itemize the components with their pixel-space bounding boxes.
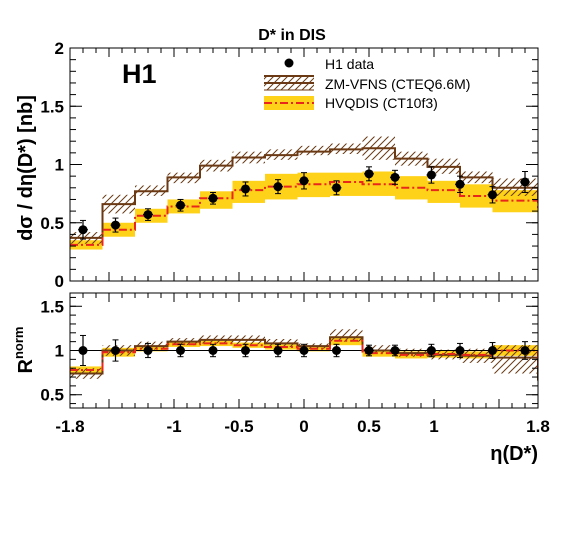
- top-y-tick-label-0: 0: [55, 272, 64, 291]
- ratio-y-tick-label-1: 1: [55, 342, 64, 361]
- h1-data-points-ratio: [78, 334, 530, 367]
- h1-point-ratio-5: [240, 343, 251, 358]
- legend-data-marker: [284, 58, 294, 68]
- h1-point-top-3: [175, 198, 186, 212]
- h1-point-ratio-3: [175, 343, 186, 358]
- hvqdis-band-top-bin-11: [427, 180, 460, 203]
- h1-point-ratio-13: [487, 342, 498, 359]
- ratio-y-label-main: R: [15, 358, 37, 373]
- h1-point-top-12: [455, 175, 465, 193]
- bottom-axes: 0.5 1 1.5 -1.8 -1 -0.5 0 0.5 1 1.8: [40, 293, 550, 436]
- h1-point-ratio-10: [390, 344, 400, 357]
- top-y-tick-label-1: 0.5: [40, 214, 64, 233]
- h1-point-top-7: [299, 172, 309, 190]
- h1-point-ratio-7: [299, 343, 309, 358]
- h1-point-ratio-11: [426, 343, 437, 358]
- top-y-axis-label: dσ / dη(D*) [nb]: [15, 95, 37, 241]
- h1-point-top-9: [364, 166, 374, 182]
- x-tick-label-0: -1.8: [55, 417, 84, 436]
- h1-point-top-13: [487, 186, 498, 204]
- h1-point-top-5: [240, 181, 251, 197]
- h1-point-ratio-8: [331, 343, 342, 358]
- h1-point-top-6: [273, 179, 283, 195]
- hvqdis-band-top-bin-1: [102, 222, 135, 237]
- experiment-label: H1: [122, 59, 157, 89]
- ratio-y-label-sup: norm: [11, 327, 26, 360]
- x-tick-label-5: 1: [429, 417, 438, 436]
- h1-data-points-top: [78, 166, 530, 240]
- h1-point-top-4: [208, 191, 218, 205]
- ratio-y-tick-label-2: 1.5: [40, 297, 64, 316]
- hvqdis-band-ratio-bin-5: [232, 342, 265, 348]
- legend-hvq-swatch: [264, 96, 314, 110]
- top-y-axis: 0 0.5 1 1.5 2: [40, 39, 539, 291]
- h1-point-top-1: [110, 217, 121, 233]
- h1-point-top-2: [143, 208, 153, 221]
- zmvfns-step-top: [70, 147, 538, 239]
- h1-point-top-8: [331, 180, 342, 196]
- top-y-tick-label-4: 2: [55, 39, 64, 58]
- h1-point-ratio-0: [78, 334, 88, 367]
- hvqdis-line-top: [70, 180, 538, 246]
- h1-point-top-14: [520, 170, 530, 193]
- ratio-y-axis-label: Rnorm: [11, 327, 37, 374]
- x-tick-label-3: 0: [299, 417, 308, 436]
- h1-point-ratio-12: [455, 342, 465, 359]
- x-tick-label-2: -0.5: [224, 417, 253, 436]
- top-y-tick-label-3: 1.5: [40, 97, 64, 116]
- h1-point-ratio-4: [208, 343, 218, 358]
- legend: H1 data ZM-VFNS (CTEQ6.6M) HVQDIS (CT10f…: [264, 56, 470, 111]
- zmvfns-band-ratio-bin-13: [492, 345, 538, 374]
- top-y-tick-label-2: 1: [55, 156, 64, 175]
- h1-point-ratio-6: [273, 343, 283, 358]
- chart-title: D* in DIS: [258, 27, 326, 44]
- zmvfns-line-top: [70, 147, 538, 239]
- h1-point-ratio-14: [520, 341, 530, 360]
- cross-section-panel: 00.511.52 D* in DIS H1 dσ / dη(D*) [nb] …: [15, 27, 539, 291]
- ratio-y-tick-label-0: 0.5: [40, 386, 64, 405]
- zmvfns-band-top-bin-7: [297, 145, 330, 156]
- x-tick-label-6: 1.8: [526, 417, 550, 436]
- zmvfns-band-ratio-bin-8: [330, 329, 363, 342]
- h1-point-ratio-2: [143, 342, 153, 359]
- h1-point-ratio-1: [110, 339, 121, 362]
- hvqdis-step-top: [70, 180, 538, 246]
- h1-point-top-11: [426, 166, 437, 184]
- x-tick-label-1: -1: [166, 417, 181, 436]
- hvqdis-band-top-bin-10: [395, 176, 428, 200]
- h1-point-top-10: [390, 169, 400, 185]
- h1-point-top-0: [78, 219, 88, 240]
- x-axis-label: η(D*): [490, 443, 538, 465]
- x-tick-label-4: 0.5: [357, 417, 381, 436]
- ratio-panel: 0.5 1 1.5 -1.8 -1 -0.5 0 0.5 1 1.8 Rnorm η(D*): [11, 292, 550, 465]
- legend-entry-zmvfns: ZM-VFNS (CTEQ6.6M): [325, 76, 470, 92]
- legend-entry-hvqdis: HVQDIS (CT10f3): [325, 95, 438, 111]
- h1-point-ratio-9: [364, 344, 374, 357]
- legend-entry-data: H1 data: [325, 56, 374, 72]
